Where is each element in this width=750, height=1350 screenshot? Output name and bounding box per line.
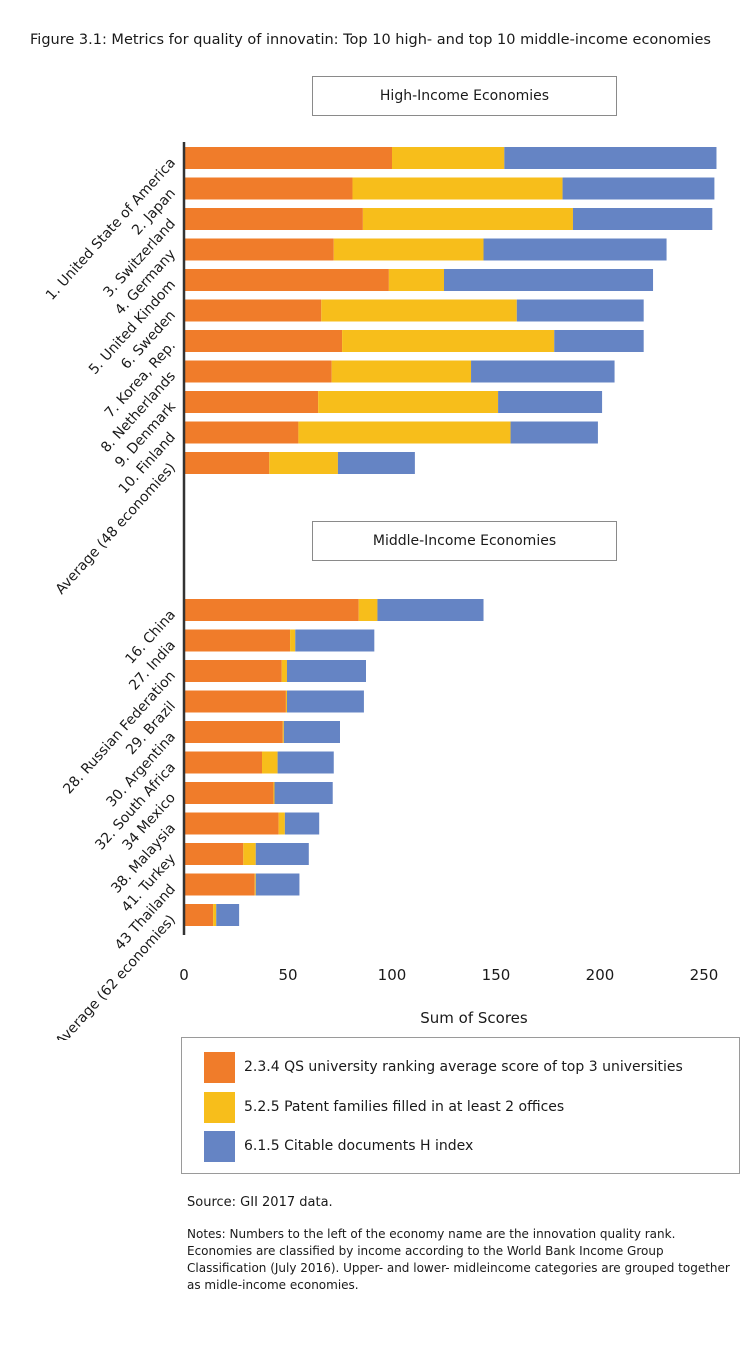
bar-high-4-series-0 (184, 269, 389, 291)
bar-middle-2-series-0 (184, 660, 282, 682)
x-tick-label: 0 (179, 966, 189, 984)
bar-high-8-series-1 (318, 391, 499, 413)
bar-high-10-series-1 (269, 452, 338, 474)
bar-high-3-series-2 (483, 238, 667, 261)
bar-middle-6-series-1 (273, 782, 275, 804)
bar-high-1-series-0 (184, 177, 353, 200)
bar-middle-1-series-2 (295, 629, 375, 652)
bar-middle-7-series-2 (284, 812, 320, 835)
bar-middle-4-series-1 (282, 721, 284, 743)
bar-middle-6-series-2 (274, 782, 333, 804)
source-note: Source: GII 2017 data. (187, 1195, 333, 1210)
bar-middle-5-series-0 (184, 751, 262, 774)
bar-middle-3-series-1 (285, 690, 287, 713)
bar-middle-1-series-0 (184, 629, 291, 652)
bar-high-4-series-2 (444, 269, 654, 291)
x-tick-label: 200 (586, 966, 615, 984)
bar-middle-0-series-2 (377, 599, 484, 621)
bar-high-5-series-2 (516, 299, 644, 322)
bar-high-3-series-0 (184, 238, 334, 261)
bar-middle-2-series-2 (286, 660, 366, 682)
legend-label-hindex: 6.1.5 Citable documents H index (244, 1138, 474, 1154)
bar-high-6-series-2 (554, 330, 644, 352)
bar-middle-0-series-1 (358, 599, 378, 621)
legend-item-patent: 5.2.5 Patent families filled in at least… (204, 1091, 564, 1123)
bar-middle-10-series-0 (184, 904, 214, 926)
x-tick-label: 50 (278, 966, 297, 984)
bar-middle-8-series-1 (243, 843, 256, 865)
bar-middle-7-series-0 (184, 812, 279, 835)
legend-swatch-hindex (204, 1130, 235, 1162)
legend-item-qs: 2.3.4 QS university ranking average scor… (204, 1051, 683, 1083)
bar-middle-2-series-1 (281, 660, 287, 682)
bar-high-0-series-1 (392, 147, 505, 169)
bar-middle-10-series-2 (216, 904, 240, 926)
bar-middle-9-series-0 (184, 873, 255, 896)
bar-high-5-series-0 (184, 299, 322, 322)
legend-label-qs: 2.3.4 QS university ranking average scor… (244, 1059, 683, 1075)
bar-high-2-series-1 (362, 208, 573, 230)
legend-item-hindex: 6.1.5 Citable documents H index (204, 1130, 473, 1162)
bar-high-4-series-1 (388, 269, 444, 291)
bar-high-7-series-0 (184, 360, 332, 383)
bar-high-0-series-2 (504, 147, 717, 169)
bar-high-7-series-2 (471, 360, 615, 383)
bar-middle-8-series-2 (255, 843, 309, 865)
bar-high-2-series-0 (184, 208, 363, 230)
bar-middle-7-series-1 (278, 812, 285, 835)
bar-high-1-series-2 (562, 177, 715, 200)
legend: 2.3.4 QS university ranking average scor… (181, 1037, 740, 1174)
bar-middle-4-series-2 (283, 721, 340, 743)
bar-high-0-series-0 (184, 147, 392, 169)
bar-middle-0-series-0 (184, 599, 359, 621)
bar-middle-6-series-0 (184, 782, 274, 804)
bar-middle-8-series-0 (184, 843, 244, 865)
bar-high-2-series-2 (572, 208, 713, 230)
bar-high-6-series-1 (342, 330, 555, 352)
high-income-group-label: High-Income Economies (312, 76, 617, 116)
bar-high-10-series-0 (184, 452, 270, 474)
bar-high-7-series-1 (331, 360, 472, 383)
legend-swatch-patent (204, 1091, 235, 1123)
middle-income-group-label: Middle-Income Economies (312, 521, 617, 561)
bar-high-9-series-2 (510, 421, 598, 444)
legend-swatch-qs (204, 1051, 235, 1083)
legend-label-patent: 5.2.5 Patent families filled in at least… (244, 1099, 565, 1115)
bar-high-3-series-1 (333, 238, 484, 261)
category-label: Average (48 economies) (53, 460, 179, 598)
bar-middle-5-series-1 (262, 751, 278, 774)
x-tick-label: 100 (378, 966, 407, 984)
bar-middle-3-series-0 (184, 690, 286, 713)
bar-high-8-series-2 (498, 391, 603, 413)
bar-high-6-series-0 (184, 330, 343, 352)
bar-high-10-series-2 (337, 452, 415, 474)
bar-middle-4-series-0 (184, 721, 283, 743)
notes-text: Notes: Numbers to the left of the econom… (187, 1227, 730, 1292)
figure-title: Figure 3.1: Metrics for quality of innov… (30, 32, 711, 48)
bar-middle-3-series-2 (286, 690, 364, 713)
x-axis-title: Sum of Scores (420, 1009, 528, 1027)
bar-middle-10-series-1 (213, 904, 217, 926)
bar-high-1-series-1 (352, 177, 563, 200)
bar-high-9-series-0 (184, 421, 299, 444)
bar-middle-1-series-1 (290, 629, 296, 652)
bar-high-5-series-1 (321, 299, 517, 322)
x-tick-label: 150 (482, 966, 511, 984)
bar-middle-9-series-2 (255, 873, 300, 896)
category-label: Average (62 economies) (53, 912, 179, 1040)
bar-high-8-series-0 (184, 391, 319, 413)
bar-middle-5-series-2 (277, 751, 334, 774)
bar-middle-9-series-1 (254, 873, 256, 896)
x-tick-label: 250 (690, 966, 719, 984)
bar-high-9-series-1 (298, 421, 511, 444)
